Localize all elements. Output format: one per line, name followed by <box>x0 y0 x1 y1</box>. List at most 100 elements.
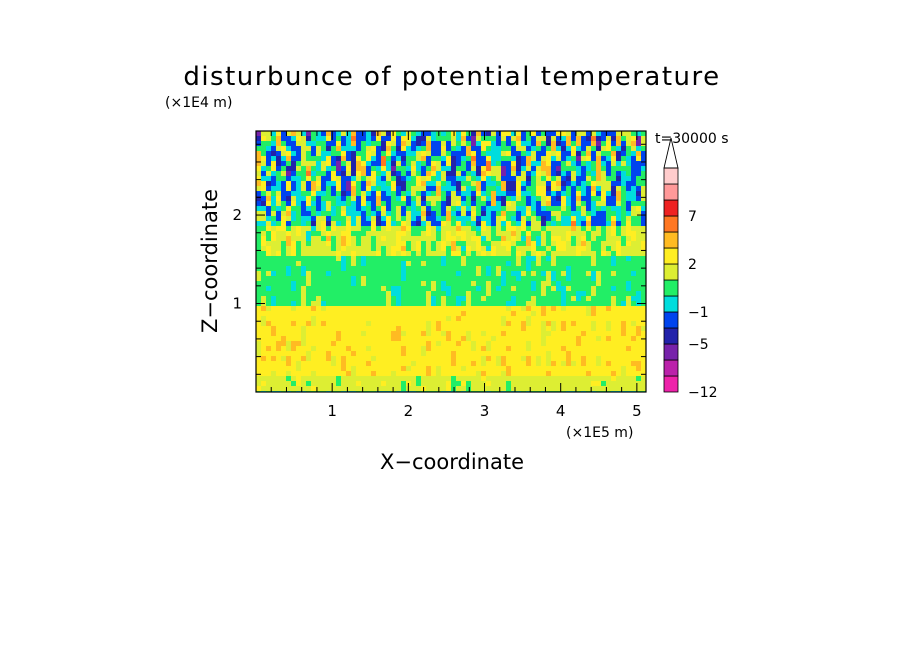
field-cell <box>551 356 557 362</box>
field-cell <box>396 366 402 372</box>
field-cell <box>511 261 517 267</box>
field-cell <box>441 346 447 352</box>
field-cell <box>641 351 646 357</box>
field-cell <box>326 316 332 322</box>
field-cell <box>516 296 522 302</box>
field-cell <box>621 361 627 367</box>
field-cell <box>631 156 637 162</box>
field-cell <box>611 146 617 152</box>
field-cell <box>366 141 372 147</box>
field-cell <box>411 156 417 162</box>
field-cell <box>556 341 562 347</box>
field-cell <box>611 171 617 177</box>
field-cell <box>501 281 507 287</box>
field-cell <box>351 266 357 272</box>
field-cell <box>501 196 507 202</box>
field-cell <box>521 296 527 302</box>
field-cell <box>621 216 627 222</box>
field-cell <box>626 176 632 182</box>
field-cell <box>456 326 462 332</box>
field-cell <box>381 141 387 147</box>
field-cell <box>456 146 462 152</box>
field-cell <box>411 231 417 237</box>
field-cell <box>411 311 417 317</box>
field-cell <box>351 356 357 362</box>
field-cell <box>381 271 387 277</box>
field-cell <box>571 346 577 352</box>
field-cell <box>331 321 337 327</box>
field-cell <box>466 221 472 227</box>
field-cell <box>336 181 342 187</box>
field-cell <box>326 251 332 257</box>
field-cell <box>361 321 367 327</box>
field-cell <box>291 271 297 277</box>
field-cell <box>316 376 322 382</box>
field-cell <box>626 201 632 207</box>
field-cell <box>631 261 637 267</box>
field-cell <box>321 296 327 302</box>
field-cell <box>441 146 447 152</box>
field-cell <box>306 356 312 362</box>
field-cell <box>371 271 377 277</box>
field-cell <box>591 276 597 282</box>
field-cell <box>641 176 646 182</box>
field-cell <box>491 176 497 182</box>
field-cell <box>301 266 307 272</box>
field-cell <box>511 361 517 367</box>
field-cell <box>446 311 452 317</box>
field-cell <box>356 281 362 287</box>
field-cell <box>596 361 602 367</box>
field-cell <box>411 246 417 252</box>
field-cell <box>411 376 417 382</box>
field-cell <box>521 361 527 367</box>
field-cell <box>511 201 517 207</box>
field-cell <box>411 141 417 147</box>
field-cell <box>396 156 402 162</box>
field-cell <box>641 216 646 222</box>
field-cell <box>581 131 587 137</box>
field-cell <box>616 381 622 387</box>
field-cell <box>441 206 447 212</box>
field-cell <box>561 371 567 377</box>
field-cell <box>296 326 302 332</box>
field-cell <box>316 386 322 392</box>
field-cell <box>516 211 522 217</box>
field-cell <box>601 156 607 162</box>
field-cell <box>261 381 267 387</box>
field-cell <box>611 271 617 277</box>
field-cell <box>536 266 542 272</box>
field-cell <box>536 131 542 137</box>
field-cell <box>606 321 612 327</box>
field-cell <box>376 216 382 222</box>
field-cell <box>356 251 362 257</box>
field-cell <box>381 286 387 292</box>
field-cell <box>326 146 332 152</box>
field-cell <box>346 236 352 242</box>
field-cell <box>386 361 392 367</box>
field-cell <box>561 281 567 287</box>
colorbar-extend-arrow <box>663 137 679 169</box>
field-cell <box>521 321 527 327</box>
field-cell <box>616 216 622 222</box>
field-cell <box>431 376 437 382</box>
field-cell <box>526 251 532 257</box>
field-cell <box>566 381 572 387</box>
field-cell <box>351 236 357 242</box>
field-cell <box>521 326 527 332</box>
field-cell <box>421 151 427 157</box>
field-cell <box>581 156 587 162</box>
field-cell <box>631 311 637 317</box>
field-cell <box>531 231 537 237</box>
y-scale-label: (×1E4 m) <box>165 95 232 111</box>
field-cell <box>381 336 387 342</box>
field-cell <box>576 346 582 352</box>
field-cell <box>496 186 502 192</box>
field-cell <box>471 181 477 187</box>
field-cell <box>491 171 497 177</box>
field-cell <box>496 331 502 337</box>
field-cell <box>521 341 527 347</box>
field-cell <box>276 146 282 152</box>
field-cell <box>526 226 532 232</box>
field-cell <box>496 276 502 282</box>
field-cell <box>551 191 557 197</box>
